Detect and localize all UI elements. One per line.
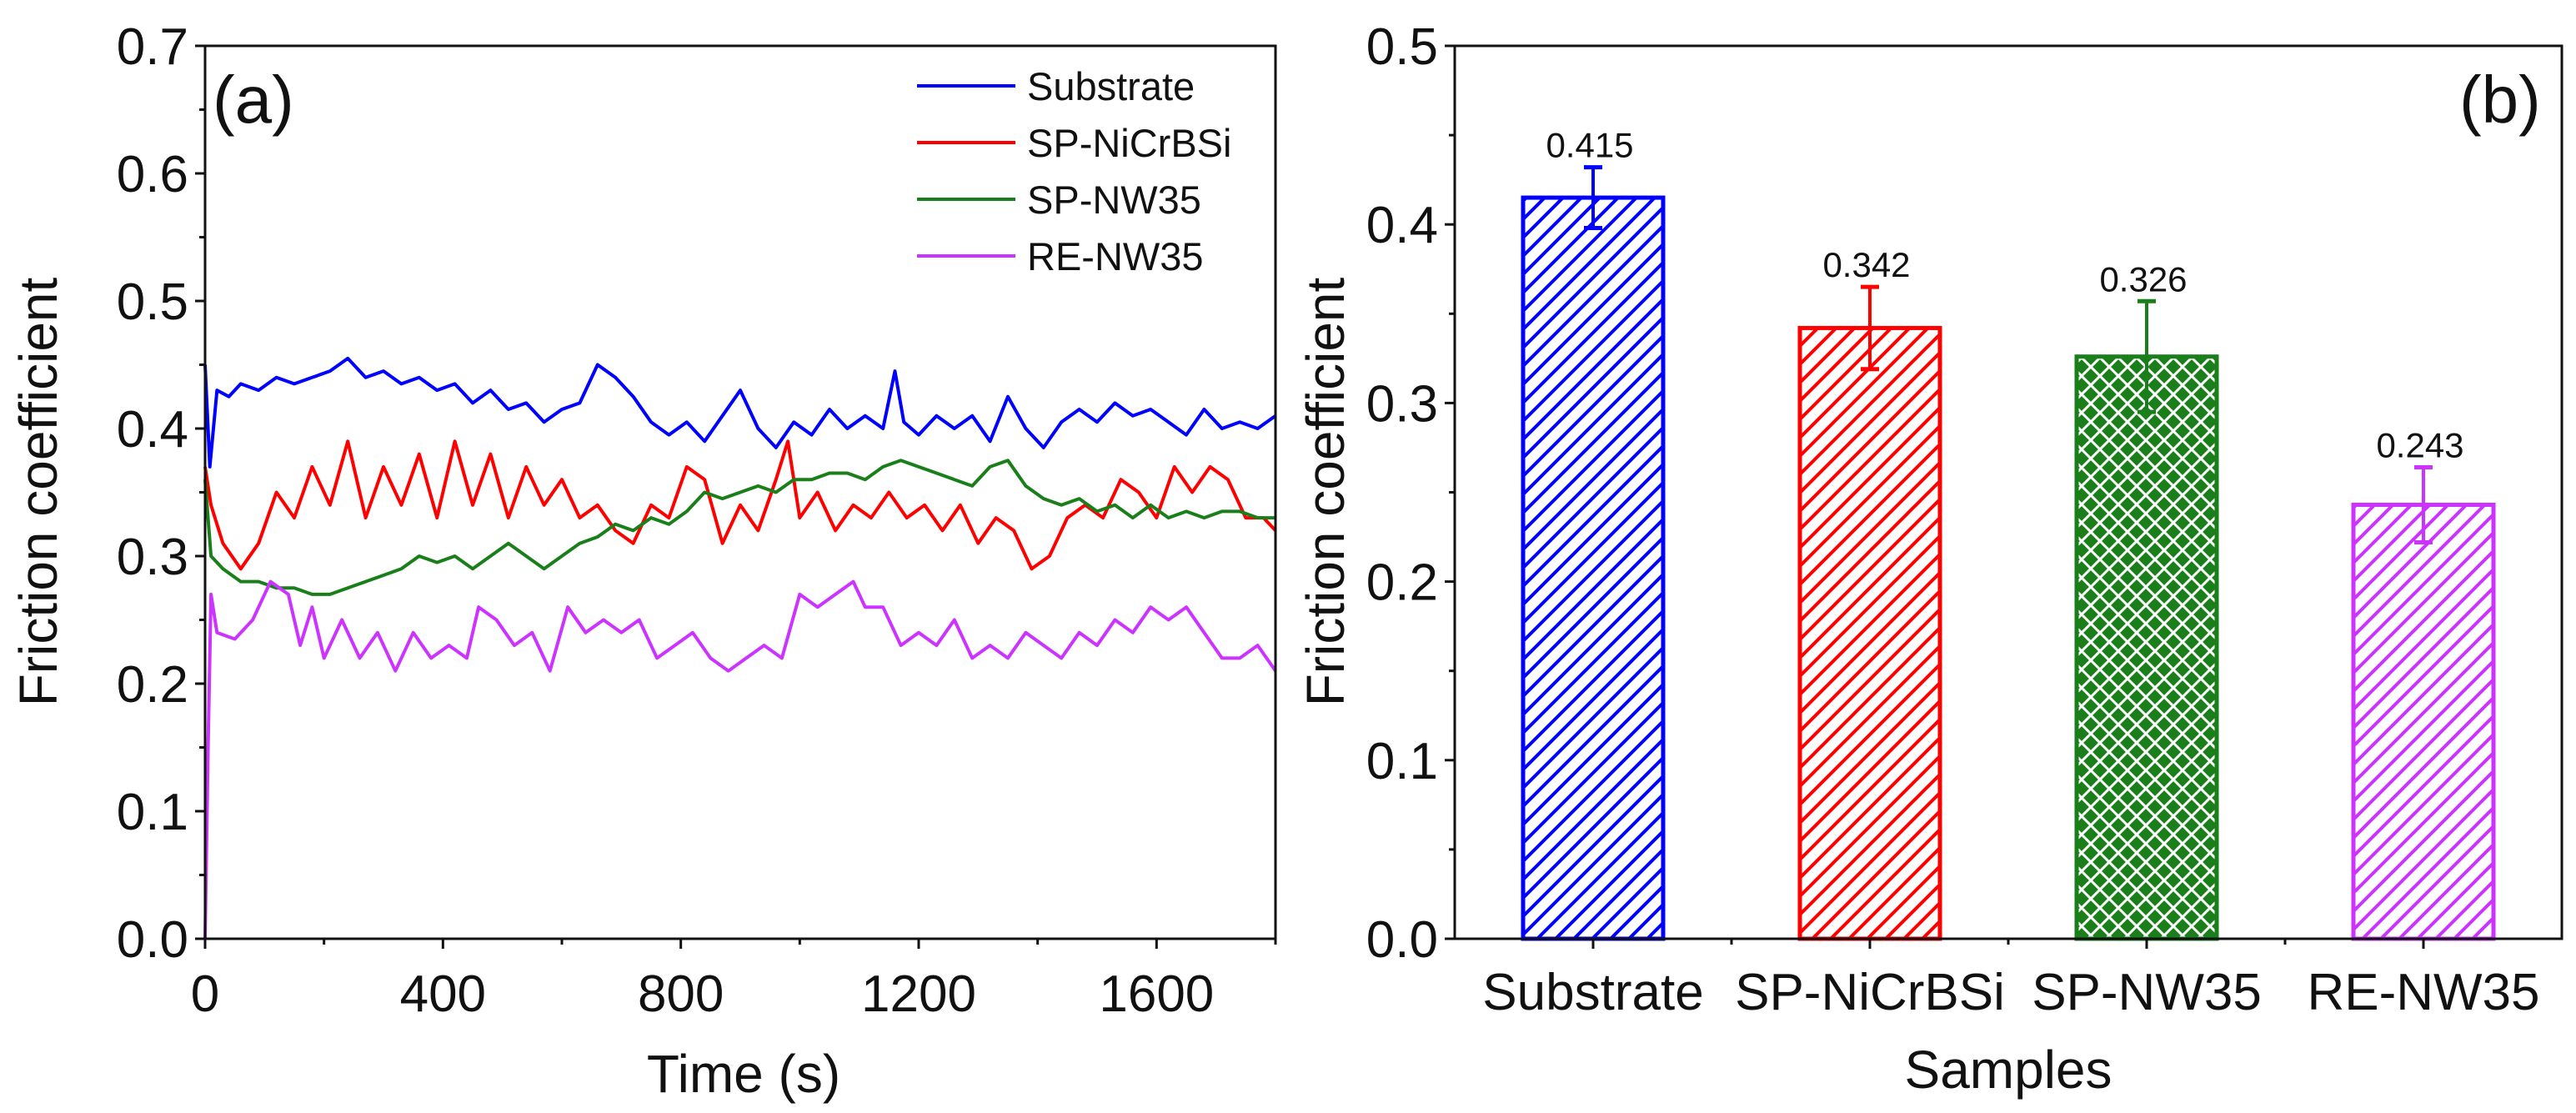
panel-b-xlabel: Samples — [1905, 1040, 2112, 1100]
panel-b-ylabel: Friction coefficient — [1296, 277, 1356, 706]
bar-sp-nw35 — [2074, 354, 2219, 941]
y-tick-label: 0.3 — [1366, 375, 1438, 433]
category-label: SP-NW35 — [2032, 964, 2262, 1021]
category-label: SP-NiCrBSi — [1735, 964, 2005, 1021]
y-tick-label: 0.1 — [1366, 733, 1438, 790]
legend: Substrate SP-NiCrBSi SP-NW35 RE-NW35 — [917, 64, 1231, 278]
panel-a-label: (a) — [213, 63, 294, 137]
panel-a-ylabel: Friction coefficient — [8, 277, 68, 706]
category-label: RE-NW35 — [2307, 964, 2539, 1021]
x-tick-label: 400 — [400, 965, 486, 1023]
y-tick-label: 0.4 — [117, 401, 188, 459]
y-tick-label: 0.4 — [1366, 197, 1438, 254]
legend-label: Substrate — [1027, 64, 1195, 108]
bar-re-nw35 — [2351, 502, 2496, 941]
x-tick-label: 1600 — [1099, 965, 1214, 1023]
y-tick-label: 0.2 — [1366, 554, 1438, 612]
category-label: Substrate — [1482, 964, 1703, 1021]
series-line-substrate — [203, 356, 1277, 469]
series-line-sp-nw35 — [203, 459, 1275, 596]
data-label: 0.342 — [1822, 245, 1910, 284]
x-tick-label: 0 — [191, 965, 219, 1023]
legend-label: SP-NiCrBSi — [1027, 121, 1231, 165]
bar-substrate — [1521, 195, 1666, 941]
y-tick-label: 0.5 — [1366, 18, 1438, 76]
legend-label: RE-NW35 — [1027, 234, 1204, 278]
y-tick-label: 0.2 — [117, 656, 188, 714]
y-tick-label: 0.1 — [117, 784, 188, 841]
y-tick-label: 0.7 — [117, 18, 188, 76]
panel-a-xlabel: Time (s) — [647, 1044, 840, 1104]
bar-sp-nicrbsi — [1797, 325, 1942, 941]
y-tick-label: 0.5 — [117, 273, 188, 331]
panel-b-label: (b) — [2459, 63, 2541, 137]
y-tick-label: 0.3 — [117, 529, 188, 586]
panel-a-line-chart: Friction coefficient (a) 0.0 0.1 0.2 0.3 0.4… — [8, 18, 1277, 1104]
data-label: 0.243 — [2376, 426, 2463, 465]
legend-label: SP-NW35 — [1027, 178, 1201, 222]
y-tick-label: 0.0 — [1366, 911, 1438, 969]
series-line-re-nw35 — [203, 579, 1277, 940]
x-tick-label: 1200 — [861, 965, 976, 1023]
panel-b-bar-chart: Friction coefficient (b) 0.415 Substrate 0… — [1296, 18, 2563, 1100]
data-label: 0.326 — [2099, 259, 2187, 298]
y-tick-label: 0.0 — [117, 911, 188, 969]
y-tick-label: 0.6 — [117, 146, 188, 203]
series-line-sp-nicrbsi — [203, 439, 1277, 571]
data-label: 0.415 — [1546, 126, 1633, 165]
x-tick-label: 800 — [638, 965, 724, 1023]
